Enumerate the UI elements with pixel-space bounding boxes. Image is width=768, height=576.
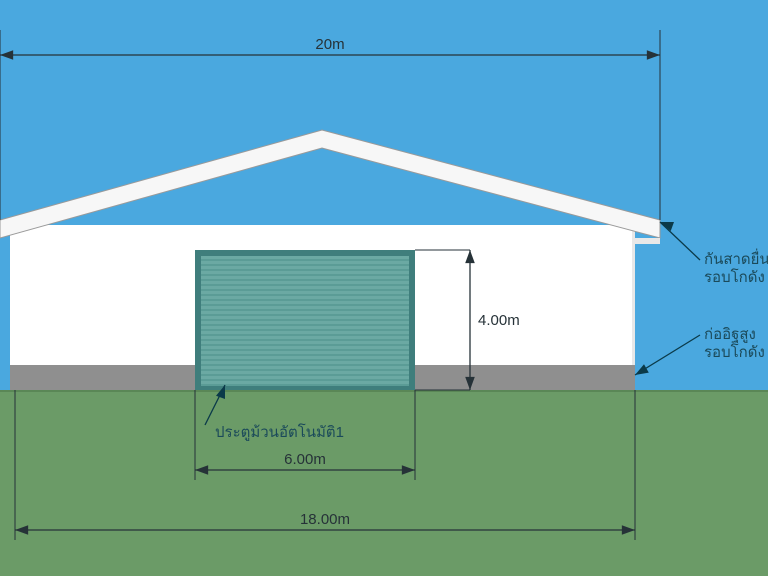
svg-text:รอบโกดัง: รอบโกดัง: [704, 268, 765, 286]
diagram-svg: 20m4.00m6.00m18.00mกันสาดยื่นรอบโกดังก่อ…: [0, 0, 768, 576]
svg-text:รอบโกดัง: รอบโกดัง: [704, 343, 765, 361]
svg-text:20m: 20m: [315, 36, 344, 53]
svg-text:กันสาดยื่น: กันสาดยื่น: [704, 248, 768, 268]
svg-text:ประตูม้วนอัตโนมัติ1: ประตูม้วนอัตโนมัติ1: [215, 423, 344, 441]
warehouse-elevation-diagram: 20m4.00m6.00m18.00mกันสาดยื่นรอบโกดังก่อ…: [0, 0, 768, 576]
svg-text:18.00m: 18.00m: [300, 511, 350, 528]
svg-text:ก่ออิฐสูง: ก่ออิฐสูง: [704, 326, 756, 343]
svg-text:6.00m: 6.00m: [284, 451, 326, 468]
svg-text:4.00m: 4.00m: [478, 312, 520, 329]
